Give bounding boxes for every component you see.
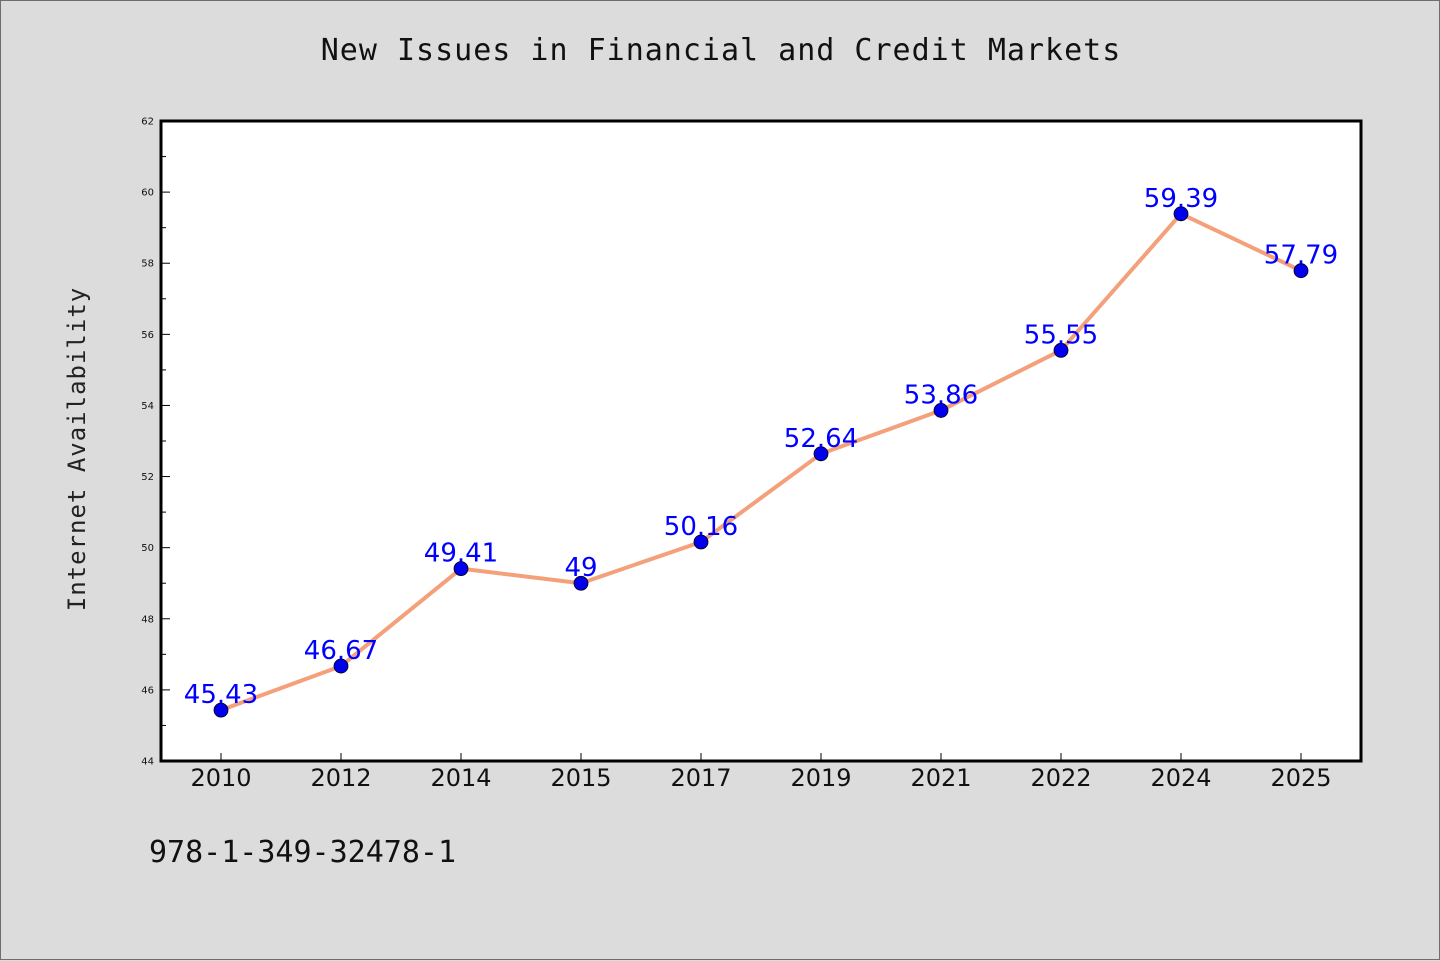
data-point xyxy=(693,534,709,550)
data-label: 46.67 xyxy=(304,636,378,666)
x-tick-label: 2025 xyxy=(1270,764,1331,792)
data-label: 49 xyxy=(564,553,597,583)
y-tick-label: 48 xyxy=(141,614,154,625)
y-tick-label: 56 xyxy=(141,330,154,341)
plot-frame xyxy=(159,119,1363,763)
series-markers xyxy=(213,206,1309,718)
data-label: 50.16 xyxy=(664,512,738,542)
data-point xyxy=(453,561,469,577)
data-point xyxy=(1053,342,1069,358)
x-tick-label: 2021 xyxy=(910,764,971,792)
y-tick-label: 62 xyxy=(141,117,154,128)
x-tick-label: 2015 xyxy=(550,764,611,792)
y-tick-label: 44 xyxy=(141,757,154,768)
x-tick-label: 2012 xyxy=(310,764,371,792)
data-label: 45.43 xyxy=(184,680,258,710)
footnote-isbn: 978-1-349-32478-1 xyxy=(149,835,457,870)
data-point xyxy=(933,403,949,418)
y-tick-label: 52 xyxy=(141,472,154,483)
data-point xyxy=(1173,206,1189,222)
series-line xyxy=(220,211,1302,713)
x-tick-label: 2017 xyxy=(670,764,731,792)
data-labels: 45.43 46.67 49.41 49 50.16 52.64 53.86 55.55 59.… xyxy=(184,184,1338,710)
y-axis: 44 46 48 50 52 54 56 58 60 62 xyxy=(141,117,170,768)
data-label: 53.86 xyxy=(904,380,978,410)
y-tick-label: 50 xyxy=(141,543,154,554)
y-tick-label: 58 xyxy=(141,259,154,270)
y-tick-label: 46 xyxy=(141,685,154,696)
data-label: 49.41 xyxy=(424,539,498,569)
data-point xyxy=(1293,263,1309,279)
x-tick-label: 2022 xyxy=(1030,764,1091,792)
chart-title: New Issues in Financial and Credit Marke… xyxy=(320,33,1122,68)
x-axis: 2010 2012 2014 2015 2017 2019 2021 2022 2024 2025 xyxy=(190,753,1332,792)
x-tick-label: 2024 xyxy=(1150,764,1211,792)
x-tick-label: 2014 xyxy=(430,764,491,792)
plot-background xyxy=(161,121,1361,761)
data-label: 57.79 xyxy=(1264,241,1338,271)
x-tick-label: 2010 xyxy=(190,764,251,792)
data-point xyxy=(213,702,229,718)
data-label: 52.64 xyxy=(784,424,858,454)
x-tick-label: 2019 xyxy=(790,764,851,792)
data-point xyxy=(813,446,829,462)
data-point xyxy=(333,658,349,674)
data-label: 55.55 xyxy=(1024,320,1098,350)
y-tick-label: 54 xyxy=(141,401,154,412)
y-tick-label: 60 xyxy=(141,188,154,199)
data-label: 59.39 xyxy=(1144,184,1218,214)
data-point xyxy=(573,575,589,591)
